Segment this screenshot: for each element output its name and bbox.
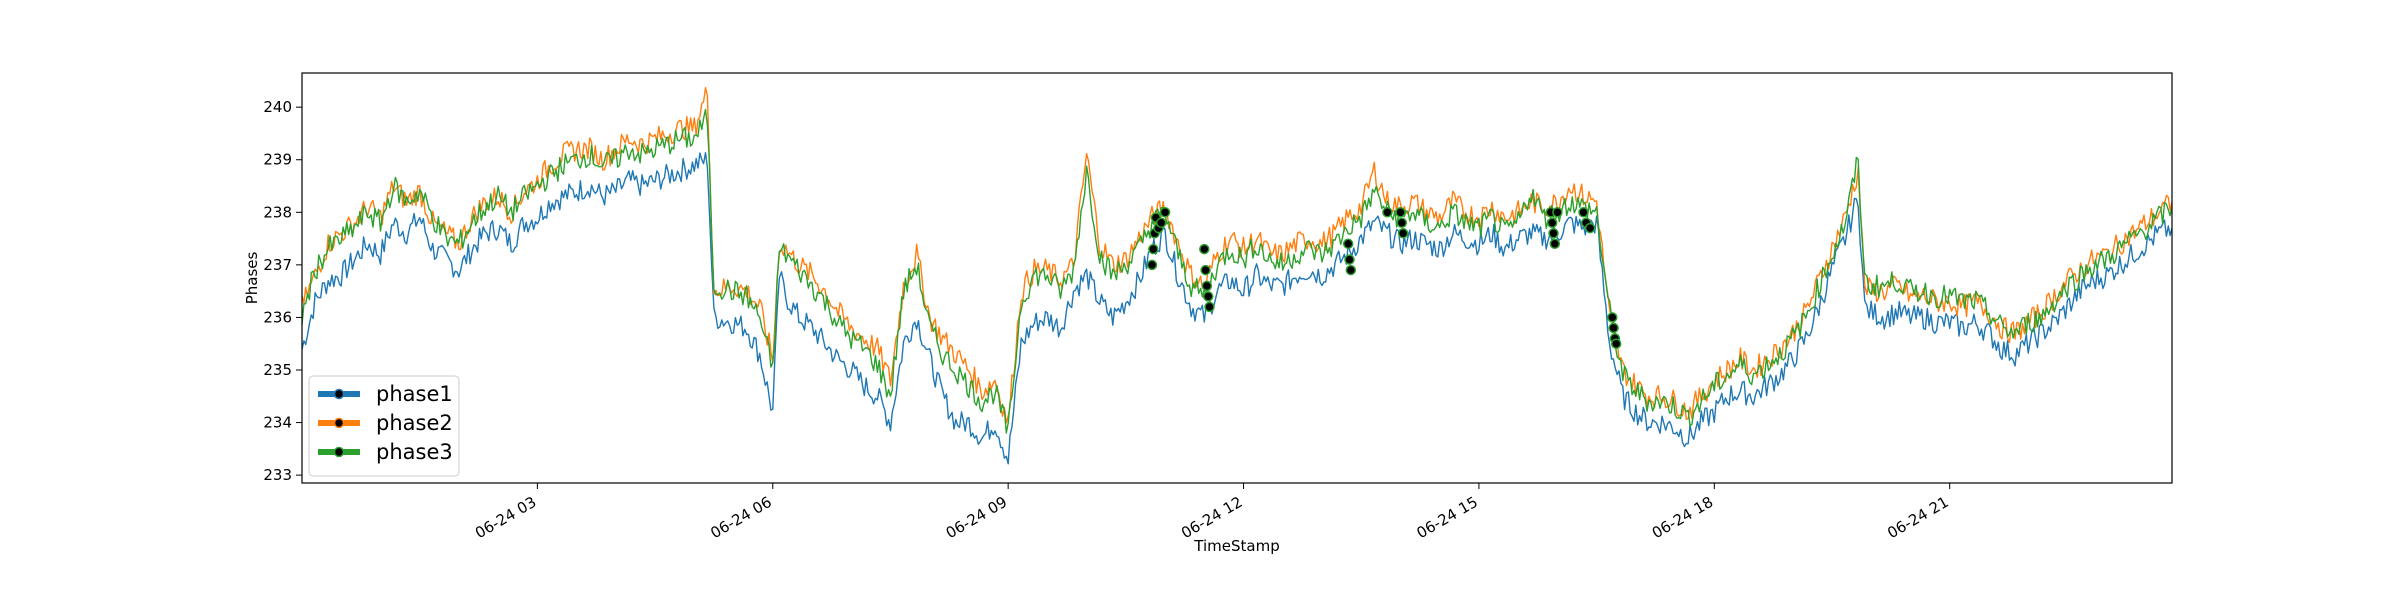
data-point-marker xyxy=(1200,264,1211,276)
data-point-marker xyxy=(1199,243,1210,255)
legend-marker-phase2 xyxy=(333,417,345,429)
y-tick-label: 240 xyxy=(263,98,292,116)
legend-marker-phase1 xyxy=(333,388,345,400)
y-axis-title: Phases xyxy=(243,252,261,305)
legend-label-phase2: phase2 xyxy=(376,411,453,435)
data-point-marker xyxy=(1146,259,1158,271)
series-layer xyxy=(301,86,2173,465)
data-point-marker xyxy=(1548,228,1559,239)
series-line-phase3 xyxy=(301,108,2173,434)
series-line-phase1 xyxy=(301,151,2173,465)
data-point-marker xyxy=(1345,264,1357,276)
plot-frame xyxy=(301,72,2173,484)
data-point-marker xyxy=(1584,222,1596,234)
data-point-marker xyxy=(1552,207,1563,218)
y-tick-label: 236 xyxy=(263,308,292,326)
legend-marker-phase3 xyxy=(333,446,345,458)
data-point-marker xyxy=(1578,207,1589,218)
data-point-marker xyxy=(1344,254,1355,265)
y-axis: 233 234 235 236 237 238 239 240 xyxy=(263,98,302,484)
data-point-marker xyxy=(1549,238,1561,250)
data-point-marker xyxy=(1342,238,1354,250)
data-point-marker xyxy=(1607,312,1618,323)
legend-label-phase3: phase3 xyxy=(376,440,453,464)
data-point-marker xyxy=(1155,217,1167,229)
y-tick-label: 239 xyxy=(263,151,292,169)
x-axis-title: TimeStamp xyxy=(1193,537,1279,555)
data-point-marker xyxy=(1395,207,1406,218)
y-tick-label: 235 xyxy=(263,361,292,379)
data-point-marker xyxy=(1148,243,1159,255)
data-point-marker xyxy=(1382,207,1393,218)
data-point-marker xyxy=(1159,207,1171,218)
data-point-marker xyxy=(1397,228,1409,239)
legend: phase1 phase2 phase3 xyxy=(308,375,460,477)
y-tick-label: 233 xyxy=(263,466,292,484)
y-tick-label: 234 xyxy=(263,414,292,432)
data-point-marker xyxy=(1610,338,1622,349)
legend-label-phase1: phase1 xyxy=(376,382,453,406)
data-point-marker xyxy=(1608,322,1619,334)
y-tick-label: 238 xyxy=(263,203,292,221)
data-point-marker xyxy=(1204,301,1215,313)
y-tick-label: 237 xyxy=(263,256,292,274)
data-point-marker xyxy=(1546,217,1558,229)
legend-entries: phase1 phase2 phase3 xyxy=(318,382,453,464)
data-point-marker xyxy=(1202,291,1214,302)
marker-layer xyxy=(1146,207,1622,349)
data-point-marker xyxy=(1201,280,1213,292)
data-point-marker xyxy=(1396,217,1408,229)
